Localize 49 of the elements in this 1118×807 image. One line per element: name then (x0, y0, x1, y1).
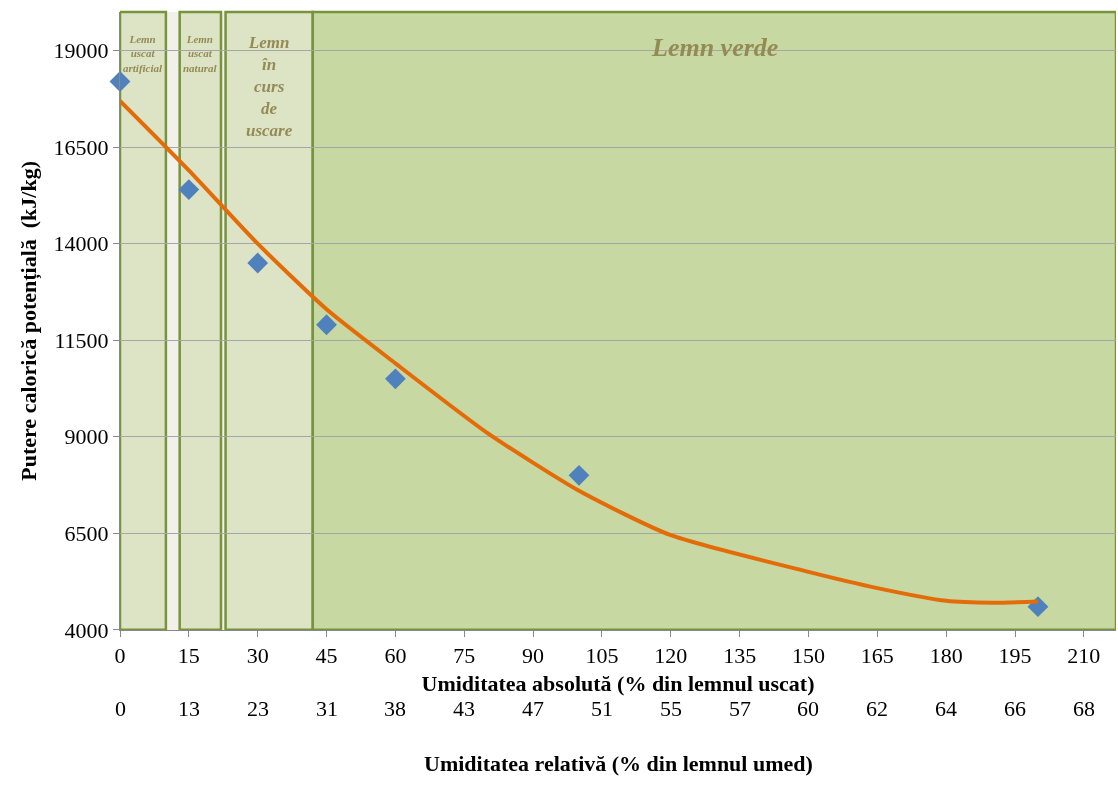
point (568, 464, 590, 486)
x-tick-label: 195 (998, 643, 1032, 669)
x-tick-label: 30 (246, 643, 269, 669)
text: 47 (522, 696, 544, 721)
x-tick-label: 15 (177, 643, 200, 669)
x-tick-label: 0 (114, 643, 126, 669)
x-tick-label: 60 (384, 643, 407, 669)
point (384, 368, 406, 390)
text: 51 (591, 696, 613, 721)
y-tick-label: 16500 (53, 134, 109, 160)
band-label: Lemn uscat artificial (123, 33, 164, 74)
x-tick-label: 120 (654, 643, 688, 669)
text: 55 (660, 696, 682, 721)
y-tick-label: 4000 (64, 617, 109, 643)
text: 64 (935, 696, 957, 721)
y-axis-title: Putere calorică potențială (kJ/kg) (16, 161, 43, 481)
band-label: Lemn uscat natural (183, 33, 218, 74)
text: 66 (1004, 696, 1026, 721)
x-tick-label: 210 (1067, 643, 1101, 669)
x-tick-label: 150 (791, 643, 825, 669)
x-tick-label: 180 (929, 643, 963, 669)
y-tick-label: 6500 (64, 520, 109, 546)
text: 38 (384, 696, 406, 721)
text: 62 (866, 696, 888, 721)
x-tick-label: 105 (585, 643, 619, 669)
text: 0 (115, 696, 126, 721)
point (316, 314, 337, 336)
text: 31 (316, 696, 338, 721)
x-tick-label: 165 (860, 643, 894, 669)
y-tick-label: 11500 (54, 327, 109, 353)
text: 23 (247, 696, 269, 721)
x-tick-label: 135 (723, 643, 757, 669)
point (247, 252, 269, 274)
text: 68 (1073, 696, 1095, 721)
text: 60 (797, 696, 819, 721)
text: 13 (178, 696, 200, 721)
x-tick-label: 45 (315, 643, 338, 669)
band-label: Lemn în curs de uscare (246, 33, 293, 141)
x-tick-label: 75 (453, 643, 476, 669)
x2-axis-title: Umiditatea relativă (% din lemnul umed) (424, 751, 813, 776)
y-tick-label: 9000 (64, 424, 109, 450)
point (178, 179, 200, 201)
band-label: Lemn verde (651, 33, 779, 62)
text: 43 (453, 696, 475, 721)
x-tick-label: 90 (522, 643, 545, 669)
text: 57 (729, 696, 751, 721)
y-tick-label: 14000 (53, 231, 109, 257)
y-tick-label: 19000 (53, 38, 109, 64)
x-axis-title: Umiditatea absolută (% din lemnul uscat) (421, 671, 815, 697)
